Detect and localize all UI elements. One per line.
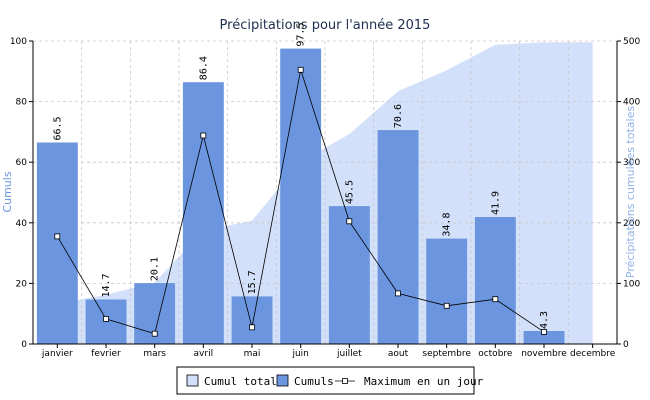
bar-cumuls — [36, 142, 78, 344]
y-tick-label: 20 — [16, 279, 28, 289]
legend-label-cumul-total: Cumul total — [204, 375, 277, 388]
bar-value-label: 15.7 — [247, 270, 258, 294]
x-tick-label: juin — [291, 349, 308, 359]
maximum-point — [297, 66, 304, 73]
maximum-point — [443, 302, 450, 309]
maximum-point — [54, 233, 61, 240]
bar-value-label: 86.4 — [198, 56, 209, 80]
axis-layer: 0 20 40 60 80 100 0 100 200 300 400 500 janvier fevri… — [10, 37, 641, 359]
y-tick-label: 0 — [21, 340, 27, 350]
y-tick-label: 60 — [16, 158, 28, 168]
bar-value-label: 97.5 — [296, 23, 307, 47]
y2-tick-label: 300 — [623, 158, 640, 168]
y2-tick-label: 0 — [623, 340, 629, 350]
maximum-point — [395, 290, 401, 297]
legend-swatch-cumuls — [276, 374, 289, 387]
y2-tick-label: 100 — [623, 279, 640, 289]
x-tick-label: novembre — [521, 349, 567, 359]
bar-cumuls — [231, 296, 273, 344]
bar-cumuls — [523, 331, 565, 344]
legend-box — [176, 366, 475, 395]
bar-cumuls — [280, 48, 322, 344]
maximum-point — [541, 328, 547, 335]
bar-cumuls — [328, 206, 370, 344]
max-line-layer — [54, 66, 547, 337]
bar-value-label: 70.6 — [393, 104, 404, 128]
x-tick-label: octobre — [478, 349, 513, 359]
legend-swatch-cumul-total — [186, 374, 199, 387]
maximum-point — [492, 296, 499, 303]
grid-layer — [33, 40, 618, 344]
maximum-point — [249, 324, 255, 331]
bar-cumuls — [474, 217, 516, 344]
y-tick-label: 80 — [16, 98, 28, 108]
bar-value-label: 14.7 — [101, 273, 112, 297]
x-tick-label: decembre — [570, 349, 616, 359]
maximum-point — [103, 315, 109, 322]
y-tick-label: 100 — [10, 37, 27, 47]
bar-value-label: 66.5 — [52, 116, 63, 140]
y2-tick-label: 200 — [623, 219, 640, 229]
x-tick-label: mars — [143, 349, 166, 359]
bar-value-label: 41.9 — [490, 191, 501, 215]
bar-cumuls — [182, 82, 224, 344]
legend-label-cumuls: Cumuls — [294, 375, 334, 388]
x-tick-label: fevrier — [91, 349, 121, 359]
chart-title: Précipitations pour l'année 2015 — [220, 18, 431, 33]
bar-value-label: 34.8 — [442, 213, 453, 237]
legend-label-maximum: Maximum en un jour — [364, 375, 484, 388]
y-axis-title: Cumuls — [1, 171, 14, 212]
bar-label-layer: 66.5 14.7 20.1 86.4 15.7 97.5 45.5 70.6 34.8 41.9… — [52, 23, 550, 329]
bar-value-label: 45.5 — [344, 180, 355, 204]
y2-tick-label: 400 — [623, 98, 640, 108]
bar-value-label: 4.3 — [539, 311, 550, 329]
maximum-point — [151, 330, 158, 337]
legend: Cumul total Cumuls Maximum en un jour — [176, 366, 484, 395]
x-tick-label: septembre — [422, 349, 471, 359]
y-tick-label: 40 — [16, 219, 28, 229]
y2-axis-title: Précipitations cumulées totales — [624, 106, 637, 278]
bar-value-label: 20.1 — [150, 257, 161, 281]
maximum-point — [346, 218, 353, 225]
x-tick-label: aout — [388, 349, 409, 359]
bar-cumuls — [426, 238, 468, 344]
x-tick-label: avril — [194, 349, 214, 359]
x-tick-label: mai — [244, 349, 261, 359]
maximum-point — [200, 132, 207, 139]
x-tick-label: juillet — [336, 349, 362, 359]
legend-marker-maximum — [342, 378, 348, 384]
bar-cumuls — [377, 130, 419, 344]
y2-tick-label: 500 — [623, 37, 640, 47]
x-tick-label: janvier — [41, 349, 73, 359]
